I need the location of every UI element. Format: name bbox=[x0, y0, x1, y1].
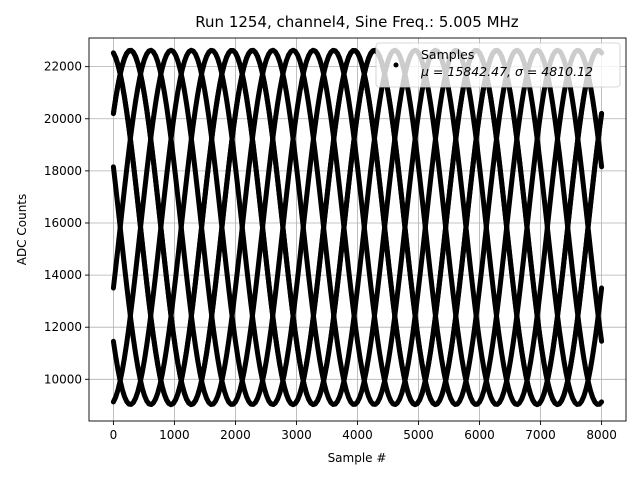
x-tick-label: 4000 bbox=[342, 428, 373, 442]
x-tick-label: 2000 bbox=[220, 428, 251, 442]
y-tick-label: 14000 bbox=[44, 268, 82, 282]
x-tick-label: 8000 bbox=[586, 428, 617, 442]
x-tick-label: 3000 bbox=[281, 428, 312, 442]
sample-trace-7 bbox=[110, 48, 605, 408]
x-tick-label: 5000 bbox=[403, 428, 434, 442]
x-axis-label: Sample # bbox=[328, 451, 387, 465]
legend: Samples μ = 15842.47, σ = 4810.12 bbox=[375, 42, 621, 88]
y-tick-label: 22000 bbox=[44, 60, 82, 74]
legend-marker bbox=[393, 62, 399, 68]
sample-trace-4 bbox=[110, 47, 605, 407]
chart-title: Run 1254, channel4, Sine Freq.: 5.005 MH… bbox=[195, 13, 519, 31]
y-tick-label: 10000 bbox=[44, 372, 82, 386]
x-tick-label: 6000 bbox=[464, 428, 495, 442]
legend-stats: μ = 15842.47, σ = 4810.12 bbox=[420, 64, 593, 79]
y-tick-label: 20000 bbox=[44, 112, 82, 126]
y-tick-label: 18000 bbox=[44, 164, 82, 178]
sample-trace-8 bbox=[110, 47, 605, 408]
sample-trace-6 bbox=[110, 47, 605, 408]
legend-title: Samples bbox=[421, 47, 474, 62]
y-tick-label: 16000 bbox=[44, 216, 82, 230]
y-axis-label: ADC Counts bbox=[15, 194, 29, 266]
legend-box bbox=[375, 42, 621, 88]
y-tick-label: 12000 bbox=[44, 320, 82, 334]
x-tick-label: 7000 bbox=[525, 428, 556, 442]
sample-trace-5 bbox=[110, 47, 605, 407]
x-tick-label: 1000 bbox=[159, 428, 190, 442]
x-tick-label: 0 bbox=[110, 428, 118, 442]
axis-ticks: 0 1000 2000 3000 4000 5000 6000 7000 8000 10000 12… bbox=[44, 60, 617, 442]
